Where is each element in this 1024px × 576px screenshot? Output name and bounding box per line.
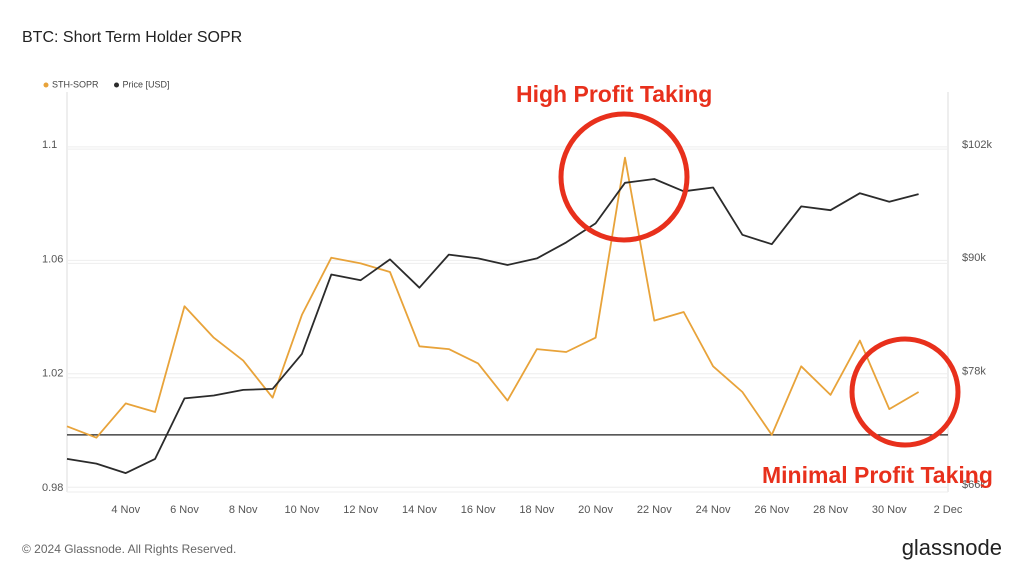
legend-swatch <box>43 82 49 88</box>
x-tick-label: 4 Nov <box>111 504 140 516</box>
footer: © 2024 Glassnode. All Rights Reserved. <box>22 542 236 556</box>
x-tick-label: 16 Nov <box>461 504 496 516</box>
legend-label: STH-SOPR <box>52 79 99 89</box>
series-line <box>66 156 920 439</box>
brand-logo: glassnode <box>902 535 1002 560</box>
legend-label: Price [USD] <box>123 79 170 89</box>
y2-tick-label: $66k <box>962 479 986 491</box>
x-tick-label: 2 Dec <box>934 504 963 516</box>
x-tick-label: 12 Nov <box>343 504 378 516</box>
y-tick-label: 0.98 <box>42 482 63 494</box>
legend-swatch <box>114 82 120 88</box>
annotation: High Profit Taking <box>516 81 712 107</box>
x-tick-label: 14 Nov <box>402 504 437 516</box>
x-tick-label: 6 Nov <box>170 504 199 516</box>
y-tick-label: 1.06 <box>42 253 63 265</box>
series-line <box>66 178 919 474</box>
y-tick-label: 1.02 <box>42 368 63 380</box>
x-tick-label: 22 Nov <box>637 504 672 516</box>
x-tick-label: 30 Nov <box>872 504 907 516</box>
y2-tick-label: $102k <box>962 139 992 151</box>
x-tick-label: 18 Nov <box>519 504 554 516</box>
x-tick-label: 20 Nov <box>578 504 613 516</box>
chart-title: BTC: Short Term Holder SOPR <box>22 29 242 46</box>
y2-tick-label: $90k <box>962 252 986 264</box>
x-tick-label: 28 Nov <box>813 504 848 516</box>
x-tick-label: 8 Nov <box>229 504 258 516</box>
x-tick-label: 26 Nov <box>754 504 789 516</box>
highlight-circle <box>849 336 961 448</box>
x-tick-label: 24 Nov <box>696 504 731 516</box>
y2-tick-label: $78k <box>962 366 986 378</box>
y-tick-label: 1.1 <box>42 139 57 151</box>
annotation: Minimal Profit Taking <box>762 462 993 488</box>
x-tick-label: 10 Nov <box>285 504 320 516</box>
highlight-circle <box>558 111 690 243</box>
